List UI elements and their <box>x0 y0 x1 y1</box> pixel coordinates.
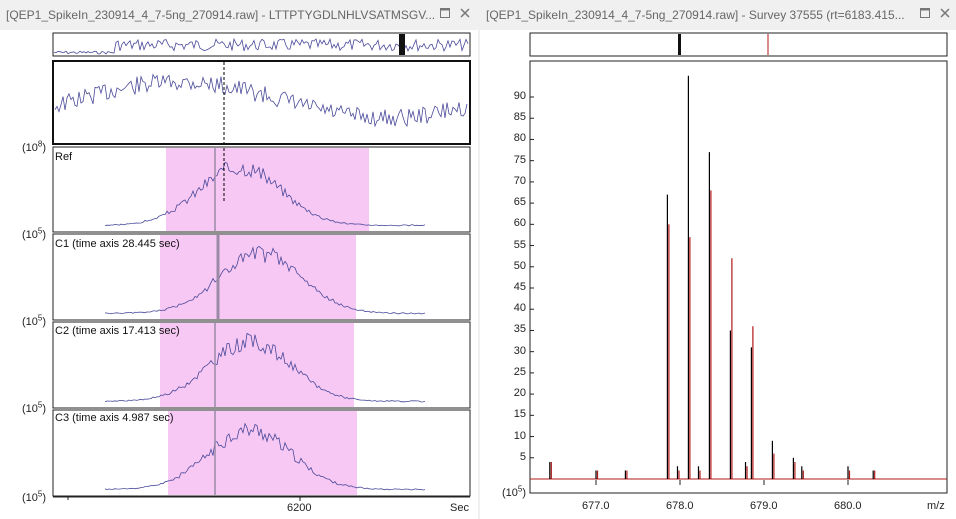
y-tick-label: 5 <box>519 450 526 463</box>
integration-window <box>160 235 356 319</box>
left-window: [QEP1_SpikeIn_230914_4_7-5ng_270914.raw]… <box>0 0 478 519</box>
integration-window <box>166 148 369 231</box>
overview-frame <box>52 32 471 57</box>
x-tick-label: 680.0 <box>834 500 862 512</box>
overview-marker <box>399 34 405 55</box>
zoom-frame <box>52 60 471 145</box>
maximize-icon[interactable] <box>438 6 452 20</box>
spectrum-frame <box>529 60 948 494</box>
right-window: [QEP1_SpikeIn_230914_4_7-5ng_270914.raw]… <box>480 0 956 519</box>
y-tick-label: 50 <box>513 259 526 272</box>
close-icon[interactable] <box>938 6 952 20</box>
y-tick-label: 60 <box>513 217 526 230</box>
y-tick-label: 30 <box>513 344 526 357</box>
overview-frame <box>529 32 948 57</box>
y-tick-label: 90 <box>513 90 526 102</box>
y-tick-label: 35 <box>513 323 526 336</box>
y-tick-label: 55 <box>513 238 526 251</box>
ylabel-text: (105) <box>22 400 47 415</box>
ref-ylabel: (108) <box>22 139 46 154</box>
c2-ylabel: (105) <box>22 313 46 328</box>
chromatogram-trace <box>104 245 426 315</box>
y-tick-label: 70 <box>513 174 526 187</box>
y-tick-label: 45 <box>513 281 526 293</box>
chromatogram-trace <box>104 422 426 491</box>
panel-c2-title: C2 (time axis 17.413 sec) <box>55 325 180 337</box>
right-ylabel: (105) <box>502 484 526 499</box>
bottom-ylabel: (105) <box>22 489 46 504</box>
integration-window <box>160 323 354 407</box>
close-icon[interactable] <box>458 6 472 20</box>
left-chromatogram-plot[interactable] <box>0 0 478 519</box>
c3-ylabel: (105) <box>22 400 46 415</box>
left-window-title: [QEP1_SpikeIn_230914_4_7-5ng_270914.raw]… <box>6 8 436 22</box>
panel-ref-title: Ref <box>55 151 73 163</box>
x-tick-6200: 6200 <box>287 502 312 514</box>
ylabel-text: (105) <box>22 226 47 241</box>
ylabel-text: (105) <box>502 484 527 499</box>
x-tick-label: 677.0 <box>582 500 610 512</box>
y-tick-label: 20 <box>513 387 526 400</box>
chromatogram-trace <box>104 332 426 403</box>
y-tick-label: 25 <box>513 365 526 378</box>
c1-ylabel: (105) <box>22 226 46 241</box>
y-tick-label: 40 <box>513 302 526 315</box>
x-unit-mz: m/z <box>927 500 945 512</box>
y-tick-label: 15 <box>513 408 526 421</box>
integration-window <box>168 411 357 495</box>
ylabel-text: (105) <box>22 489 47 504</box>
right-titlebar[interactable]: [QEP1_SpikeIn_230914_4_7-5ng_270914.raw]… <box>480 0 956 30</box>
y-tick-label: 75 <box>513 153 526 166</box>
x-tick-label: 679.0 <box>750 500 778 512</box>
x-tick-label: 678.0 <box>666 500 694 512</box>
y-tick-label: 80 <box>513 132 526 145</box>
overview-marker <box>678 34 681 55</box>
y-tick-label: 10 <box>513 429 526 442</box>
chromatogram-trace <box>104 161 426 227</box>
y-tick-label: 65 <box>513 196 526 209</box>
right-window-title: [QEP1_SpikeIn_230914_4_7-5ng_270914.raw]… <box>486 8 905 22</box>
panel-c3-title: C3 (time axis 4.987 sec) <box>55 412 174 424</box>
right-spectrum-plot[interactable] <box>480 0 956 519</box>
panel-c1-title: C1 (time axis 28.445 sec) <box>55 238 180 250</box>
ylabel-text: (105) <box>22 313 47 328</box>
zoom-trace <box>54 73 468 128</box>
left-titlebar[interactable]: [QEP1_SpikeIn_230914_4_7-5ng_270914.raw]… <box>0 0 478 30</box>
maximize-icon[interactable] <box>918 6 932 20</box>
ylabel-text: (108) <box>22 139 47 154</box>
x-unit-sec: Sec <box>450 502 469 514</box>
y-tick-label: 85 <box>513 111 526 124</box>
